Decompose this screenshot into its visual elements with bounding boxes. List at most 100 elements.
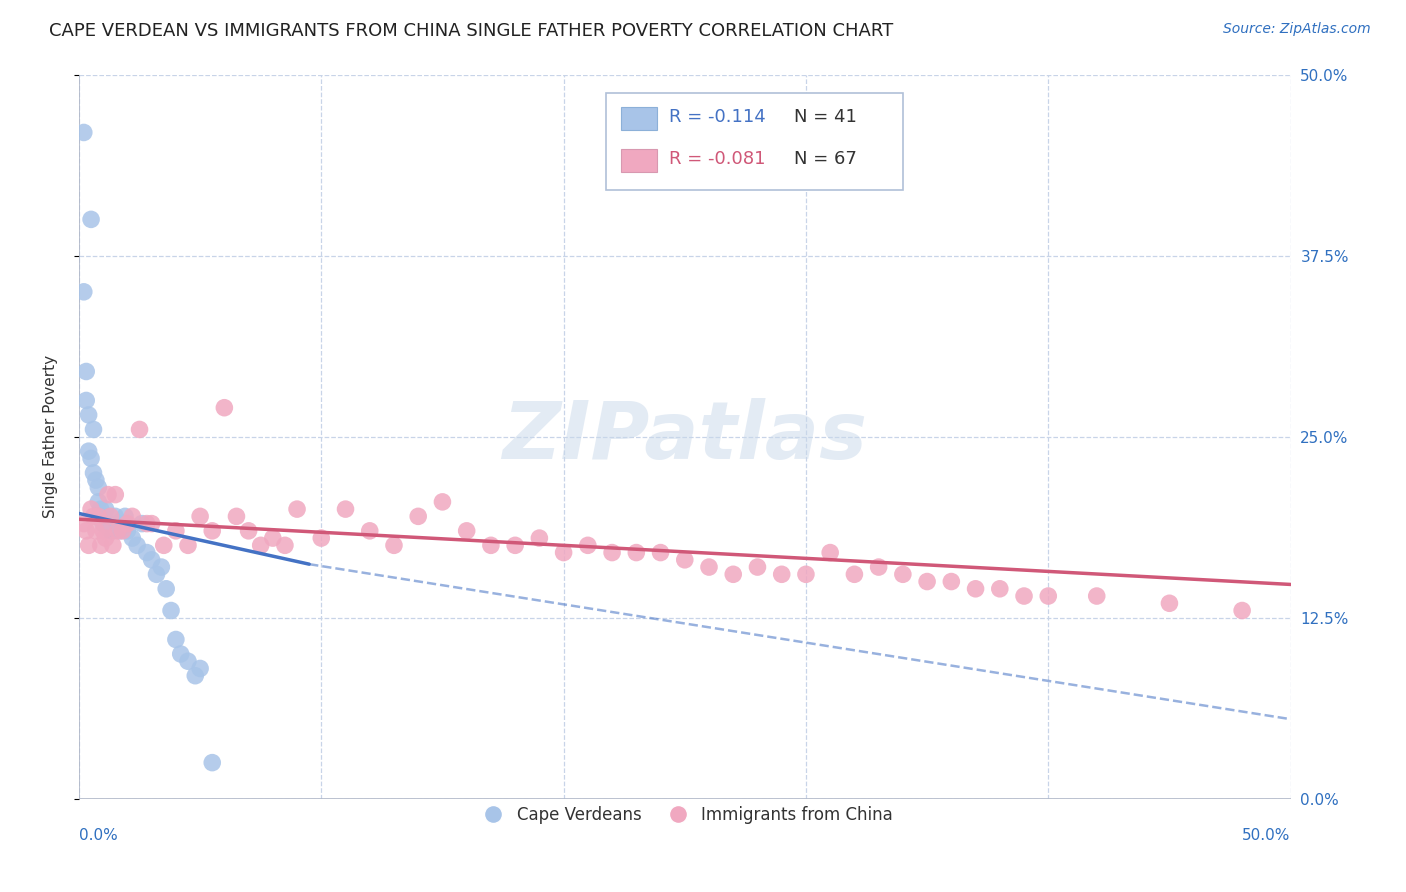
Point (285, 502, 308, 516)
Point (94, 502, 117, 516)
Point (723, 567, 745, 582)
Point (128, 422, 150, 436)
Point (91, 516, 114, 531)
Point (90, 538, 112, 552)
Point (107, 524, 129, 538)
Point (135, 545, 157, 559)
Point (77, 408, 100, 422)
Point (1230, 603, 1253, 617)
Point (91, 524, 114, 538)
Point (91, 509, 114, 524)
Point (155, 582, 177, 596)
Point (101, 524, 124, 538)
Point (177, 654, 200, 668)
Text: 0.0%: 0.0% (79, 828, 118, 843)
Point (1085, 589, 1108, 603)
Point (73, 285, 96, 299)
Point (311, 531, 333, 545)
Point (650, 545, 672, 559)
Y-axis label: Single Father Poverty: Single Father Poverty (44, 355, 58, 518)
Point (201, 524, 224, 538)
FancyBboxPatch shape (620, 149, 657, 172)
Point (238, 524, 260, 538)
Point (121, 531, 143, 545)
Point (335, 502, 357, 516)
Point (576, 538, 599, 552)
Point (456, 524, 478, 538)
Point (141, 553, 163, 567)
Point (80, 502, 103, 516)
Point (82, 509, 104, 524)
Point (359, 524, 381, 538)
Point (77, 444, 100, 458)
Point (97, 516, 120, 531)
Text: 50.0%: 50.0% (1243, 828, 1291, 843)
Point (117, 516, 139, 531)
Point (114, 509, 136, 524)
Point (84, 524, 107, 538)
Text: R = -0.114: R = -0.114 (669, 108, 766, 126)
Point (262, 531, 284, 545)
Point (131, 516, 153, 531)
Point (770, 567, 793, 582)
Point (188, 661, 211, 675)
Point (818, 545, 841, 559)
Point (77, 538, 100, 552)
Point (697, 560, 720, 574)
Point (201, 756, 224, 770)
Point (100, 524, 122, 538)
Point (87, 495, 110, 509)
Point (915, 574, 938, 589)
Point (177, 538, 200, 552)
Point (75, 364, 97, 378)
Point (141, 516, 163, 531)
Point (626, 545, 648, 559)
Text: N = 41: N = 41 (794, 108, 856, 126)
Legend: Cape Verdeans, Immigrants from China: Cape Verdeans, Immigrants from China (470, 799, 900, 830)
Point (127, 538, 149, 552)
Point (160, 603, 183, 617)
Point (82, 466, 104, 480)
Point (1159, 596, 1181, 610)
Point (941, 574, 963, 589)
Point (249, 538, 271, 552)
Point (150, 560, 173, 574)
FancyBboxPatch shape (606, 93, 903, 190)
Point (84, 473, 107, 487)
Point (479, 538, 502, 552)
Point (1038, 589, 1060, 603)
Point (87, 509, 110, 524)
Point (73, 126, 96, 140)
Point (274, 538, 297, 552)
Point (145, 567, 167, 582)
Point (503, 538, 526, 552)
Point (553, 545, 575, 559)
Point (94, 531, 117, 545)
Point (165, 632, 187, 647)
Point (100, 509, 122, 524)
Point (214, 401, 236, 415)
Point (87, 480, 110, 494)
Point (82, 422, 104, 436)
Point (107, 516, 129, 531)
Point (121, 509, 143, 524)
Point (117, 524, 139, 538)
Point (529, 531, 551, 545)
Point (844, 567, 866, 582)
Point (75, 393, 97, 408)
Point (97, 488, 120, 502)
Point (75, 524, 97, 538)
Point (988, 582, 1011, 596)
Point (891, 567, 914, 582)
FancyBboxPatch shape (620, 107, 657, 130)
Text: N = 67: N = 67 (794, 150, 856, 169)
Point (382, 538, 405, 552)
Point (108, 524, 131, 538)
Point (965, 582, 987, 596)
Point (184, 669, 207, 683)
Text: R = -0.081: R = -0.081 (669, 150, 765, 169)
Point (73, 516, 96, 531)
Point (1012, 589, 1035, 603)
Point (165, 524, 187, 538)
Point (432, 495, 454, 509)
